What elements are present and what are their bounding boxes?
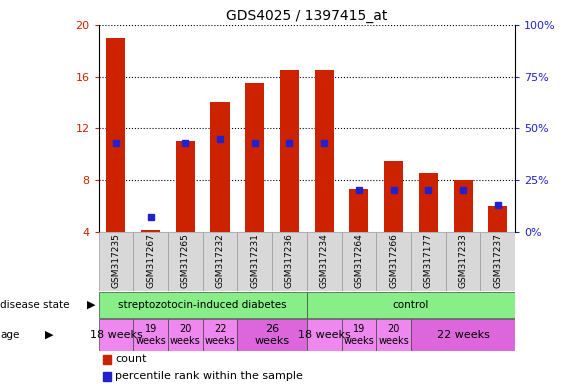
Text: 19
weeks: 19 weeks <box>135 324 166 346</box>
Bar <box>133 232 168 291</box>
Text: GSM317267: GSM317267 <box>146 233 155 288</box>
Bar <box>307 319 342 351</box>
Bar <box>272 232 307 291</box>
Text: 19
weeks: 19 weeks <box>343 324 374 346</box>
Bar <box>176 141 195 232</box>
Text: GSM317266: GSM317266 <box>389 233 398 288</box>
Text: 20
weeks: 20 weeks <box>378 324 409 346</box>
Text: count: count <box>115 354 147 364</box>
Bar <box>411 232 446 291</box>
Bar <box>411 319 515 351</box>
Text: GSM317234: GSM317234 <box>320 233 329 288</box>
Text: 26
weeks: 26 weeks <box>254 324 290 346</box>
Bar <box>315 70 334 232</box>
Bar <box>102 372 111 381</box>
Bar <box>480 232 515 291</box>
Text: GSM317236: GSM317236 <box>285 233 294 288</box>
Bar <box>238 232 272 291</box>
Bar <box>342 232 376 291</box>
Bar <box>168 232 203 291</box>
Text: GSM317264: GSM317264 <box>355 233 363 288</box>
Text: age: age <box>0 330 19 340</box>
Bar <box>419 174 438 232</box>
Text: 18 weeks: 18 weeks <box>90 330 142 340</box>
Bar <box>454 180 472 232</box>
Bar <box>141 230 160 232</box>
Bar <box>102 355 111 364</box>
Bar <box>376 319 411 351</box>
Bar <box>384 161 403 232</box>
Text: GSM317237: GSM317237 <box>493 233 502 288</box>
Text: 22
weeks: 22 weeks <box>205 324 235 346</box>
Text: control: control <box>393 300 429 310</box>
Text: GSM317265: GSM317265 <box>181 233 190 288</box>
Text: GSM317177: GSM317177 <box>424 233 433 288</box>
Bar <box>168 319 203 351</box>
Bar <box>446 232 480 291</box>
Text: 18 weeks: 18 weeks <box>298 330 351 340</box>
Bar <box>280 70 299 232</box>
Text: GSM317231: GSM317231 <box>251 233 259 288</box>
Bar <box>238 319 307 351</box>
Text: 20
weeks: 20 weeks <box>170 324 200 346</box>
Text: 22 weeks: 22 weeks <box>437 330 489 340</box>
Text: GSM317233: GSM317233 <box>459 233 467 288</box>
Bar <box>307 232 342 291</box>
Text: percentile rank within the sample: percentile rank within the sample <box>115 371 303 381</box>
Bar <box>307 291 515 318</box>
Bar <box>245 83 264 232</box>
Bar <box>99 232 133 291</box>
Bar <box>376 232 411 291</box>
Bar <box>211 103 230 232</box>
Text: ▶: ▶ <box>87 300 96 310</box>
Text: ▶: ▶ <box>45 330 53 340</box>
Text: GSM317232: GSM317232 <box>216 233 225 288</box>
Title: GDS4025 / 1397415_at: GDS4025 / 1397415_at <box>226 8 387 23</box>
Text: GSM317235: GSM317235 <box>111 233 120 288</box>
Text: disease state: disease state <box>0 300 69 310</box>
Bar <box>203 319 238 351</box>
Bar <box>488 206 507 232</box>
Bar <box>342 319 376 351</box>
Bar <box>133 319 168 351</box>
Bar <box>203 232 238 291</box>
Text: streptozotocin-induced diabetes: streptozotocin-induced diabetes <box>118 300 287 310</box>
Bar <box>99 291 307 318</box>
Bar <box>106 38 126 232</box>
Bar <box>350 189 368 232</box>
Bar <box>99 319 133 351</box>
